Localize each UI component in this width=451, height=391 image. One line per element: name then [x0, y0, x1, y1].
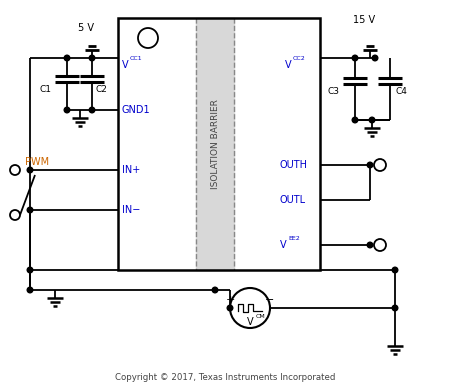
Text: C4: C4	[396, 88, 408, 97]
Circle shape	[352, 55, 358, 61]
Text: C1: C1	[40, 86, 52, 95]
Circle shape	[27, 267, 33, 273]
Circle shape	[89, 55, 95, 61]
Text: IN+: IN+	[122, 165, 140, 175]
Circle shape	[374, 239, 386, 251]
Text: CC1: CC1	[130, 56, 143, 61]
Circle shape	[227, 305, 233, 311]
Circle shape	[374, 159, 386, 171]
Circle shape	[10, 210, 20, 220]
Circle shape	[89, 107, 95, 113]
Text: OUTL: OUTL	[280, 195, 306, 205]
Circle shape	[372, 55, 378, 61]
Text: Copyright © 2017, Texas Instruments Incorporated: Copyright © 2017, Texas Instruments Inco…	[115, 373, 335, 382]
Circle shape	[230, 288, 270, 328]
Circle shape	[64, 55, 70, 61]
Circle shape	[27, 167, 33, 173]
Circle shape	[64, 107, 70, 113]
Text: ISOLATION BARRIER: ISOLATION BARRIER	[211, 99, 220, 189]
Bar	[118, 18, 320, 270]
Text: V: V	[285, 60, 292, 70]
Text: CM: CM	[256, 314, 266, 319]
Text: V: V	[247, 317, 253, 327]
Text: EE2: EE2	[288, 236, 300, 241]
Text: PWM: PWM	[25, 157, 49, 167]
Text: V: V	[122, 60, 129, 70]
Text: +: +	[226, 295, 235, 305]
Text: OUTH: OUTH	[280, 160, 308, 170]
Text: C2: C2	[96, 86, 108, 95]
Circle shape	[392, 305, 398, 311]
Text: 5 V: 5 V	[78, 23, 94, 33]
Circle shape	[27, 287, 33, 293]
Circle shape	[27, 207, 33, 213]
Circle shape	[212, 287, 218, 293]
Circle shape	[10, 165, 20, 175]
Text: −: −	[265, 295, 275, 305]
Circle shape	[367, 242, 373, 248]
Text: 15 V: 15 V	[353, 15, 375, 25]
Bar	[196, 18, 234, 270]
Circle shape	[392, 267, 398, 273]
Text: IN−: IN−	[122, 205, 140, 215]
Circle shape	[138, 28, 158, 48]
Circle shape	[369, 117, 375, 123]
Text: C3: C3	[328, 88, 340, 97]
Text: GND1: GND1	[122, 105, 151, 115]
Text: V: V	[280, 240, 287, 250]
Circle shape	[367, 162, 373, 168]
Text: CC2: CC2	[293, 56, 306, 61]
Circle shape	[352, 117, 358, 123]
